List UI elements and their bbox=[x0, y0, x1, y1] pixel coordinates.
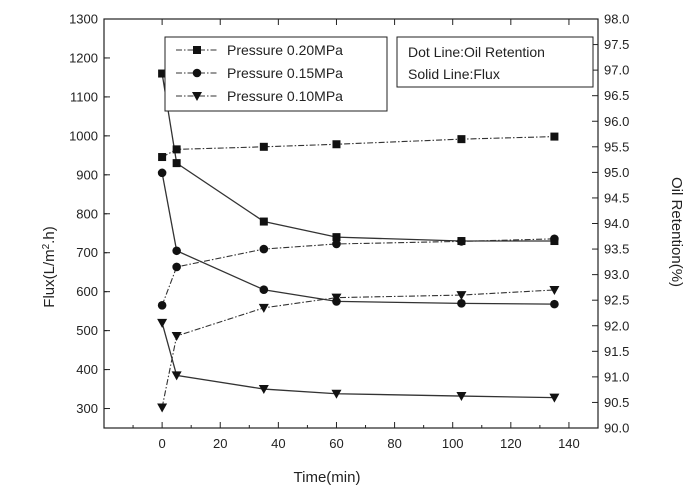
left-y-tick-label: 1300 bbox=[69, 12, 98, 27]
left-y-tick-label: 300 bbox=[76, 401, 98, 416]
x-tick-label: 40 bbox=[271, 436, 285, 451]
x-axis-title: Time(min) bbox=[294, 469, 361, 486]
retention-point bbox=[172, 262, 181, 272]
x-tick-label: 120 bbox=[500, 436, 522, 451]
right-y-tick-label: 95.0 bbox=[604, 165, 629, 180]
flux-point bbox=[259, 285, 269, 295]
right-y-tick-label: 91.5 bbox=[604, 344, 629, 359]
flux-point bbox=[171, 371, 182, 381]
left-y-tick-label: 700 bbox=[76, 245, 98, 260]
right-y-tick-label: 93.0 bbox=[604, 267, 629, 282]
series-markers bbox=[157, 69, 560, 413]
retention-point bbox=[259, 142, 268, 151]
retention-point bbox=[550, 234, 559, 244]
retention-point bbox=[457, 237, 466, 246]
flux-point bbox=[172, 246, 181, 256]
right-y-tick-label: 95.5 bbox=[604, 139, 629, 154]
flux-point bbox=[457, 299, 466, 308]
note-solid-line: Solid Line:Flux bbox=[408, 66, 500, 82]
left-y-axis-title-suffix: .h) bbox=[41, 226, 58, 244]
legend-label: Pressure 0.10MPa bbox=[227, 88, 343, 104]
flux-point bbox=[456, 392, 467, 402]
flux-point bbox=[157, 168, 167, 178]
retention-point bbox=[258, 303, 269, 313]
x-tick-label: 20 bbox=[213, 436, 227, 451]
legend-marker bbox=[192, 92, 202, 101]
right-y-axis: 90.0 90.5 91.0 91.5 92.0 92.5 93.0 93.5 94.0 94.5… bbox=[592, 12, 629, 436]
right-y-tick-label: 93.5 bbox=[604, 242, 629, 257]
retention-point bbox=[157, 403, 168, 413]
right-y-tick-label: 96.0 bbox=[604, 114, 629, 129]
right-y-axis-title: Oil Retention(%) bbox=[668, 177, 685, 287]
retention-point bbox=[457, 135, 466, 144]
left-y-tick-label: 1100 bbox=[70, 89, 98, 104]
x-tick-label: 0 bbox=[159, 436, 166, 451]
right-y-tick-label: 90.5 bbox=[604, 395, 629, 410]
x-tick-label: 80 bbox=[387, 436, 401, 451]
legend-label: Pressure 0.20MPa bbox=[227, 42, 343, 58]
flux-point bbox=[172, 159, 181, 168]
line-style-note: Dot Line:Oil Retention Solid Line:Flux bbox=[396, 36, 594, 88]
left-y-axis: 300 400 500 600 700 800 900 1000 1100 1200 1300 bbox=[69, 12, 110, 416]
right-y-tick-label: 90.0 bbox=[604, 421, 629, 436]
left-y-tick-label: 1000 bbox=[69, 128, 98, 143]
retention-point bbox=[157, 301, 167, 310]
flux-point bbox=[331, 389, 342, 399]
x-axis: 0 20 40 60 80 100 120 140 bbox=[132, 19, 580, 451]
left-y-tick-label: 800 bbox=[76, 206, 98, 221]
legend-items: Pressure 0.20MPa Pressure 0.15MPa Pressure… bbox=[176, 42, 343, 104]
right-y-tick-label: 97.0 bbox=[604, 63, 629, 78]
legend-label: Pressure 0.15MPa bbox=[227, 65, 343, 81]
right-y-tick-label: 94.0 bbox=[604, 216, 629, 231]
flux-point bbox=[332, 233, 341, 242]
note-dot-line: Dot Line:Oil Retention bbox=[408, 44, 545, 60]
retention-line-1 bbox=[161, 136, 555, 158]
legend-marker bbox=[192, 68, 202, 78]
legend-box bbox=[164, 36, 388, 112]
retention-point bbox=[550, 132, 559, 141]
retention-line-3 bbox=[161, 289, 555, 408]
x-tick-label: 60 bbox=[329, 436, 343, 451]
flux-point bbox=[550, 299, 559, 309]
retention-point bbox=[259, 244, 269, 254]
left-y-tick-label: 600 bbox=[76, 284, 98, 299]
series-lines bbox=[161, 73, 555, 408]
right-y-tick-label: 92.5 bbox=[604, 293, 629, 308]
x-tick-label: 140 bbox=[558, 436, 580, 451]
retention-point bbox=[171, 331, 182, 341]
retention-point bbox=[172, 145, 181, 154]
flux-point bbox=[157, 318, 168, 328]
flux-line-2 bbox=[161, 172, 555, 305]
retention-point bbox=[158, 153, 167, 162]
left-y-tick-label: 1200 bbox=[69, 50, 98, 65]
legend: Pressure 0.20MPa Pressure 0.15MPa Pressure… bbox=[164, 36, 388, 112]
right-y-tick-label: 97.5 bbox=[604, 37, 629, 52]
right-y-tick-label: 96.5 bbox=[604, 88, 629, 103]
x-tick-label: 100 bbox=[442, 436, 464, 451]
retention-point bbox=[331, 293, 342, 303]
retention-point bbox=[456, 291, 467, 301]
flux-line-3 bbox=[161, 322, 555, 399]
flux-point bbox=[258, 385, 269, 395]
right-y-tick-label: 92.0 bbox=[604, 318, 629, 333]
flux-point bbox=[259, 217, 268, 226]
right-y-tick-label: 98.0 bbox=[604, 12, 629, 27]
right-y-tick-label: 94.5 bbox=[604, 190, 629, 205]
left-y-axis-title-superscript: 2 bbox=[41, 243, 52, 249]
left-y-tick-label: 500 bbox=[76, 323, 98, 338]
retention-point bbox=[332, 140, 341, 149]
note-box bbox=[396, 36, 594, 88]
legend-marker bbox=[193, 46, 201, 54]
retention-point bbox=[332, 239, 341, 249]
right-y-tick-label: 91.0 bbox=[604, 369, 629, 384]
left-y-axis-title-prefix: Flux(L/m bbox=[41, 249, 58, 307]
retention-line-2 bbox=[161, 238, 555, 306]
left-y-tick-label: 900 bbox=[76, 167, 98, 182]
retention-point bbox=[549, 285, 560, 295]
flux-point bbox=[158, 69, 167, 78]
left-y-tick-label: 400 bbox=[76, 362, 98, 377]
left-y-axis-title: Flux(L/m2.h) bbox=[41, 226, 59, 307]
flux-point bbox=[549, 393, 560, 403]
